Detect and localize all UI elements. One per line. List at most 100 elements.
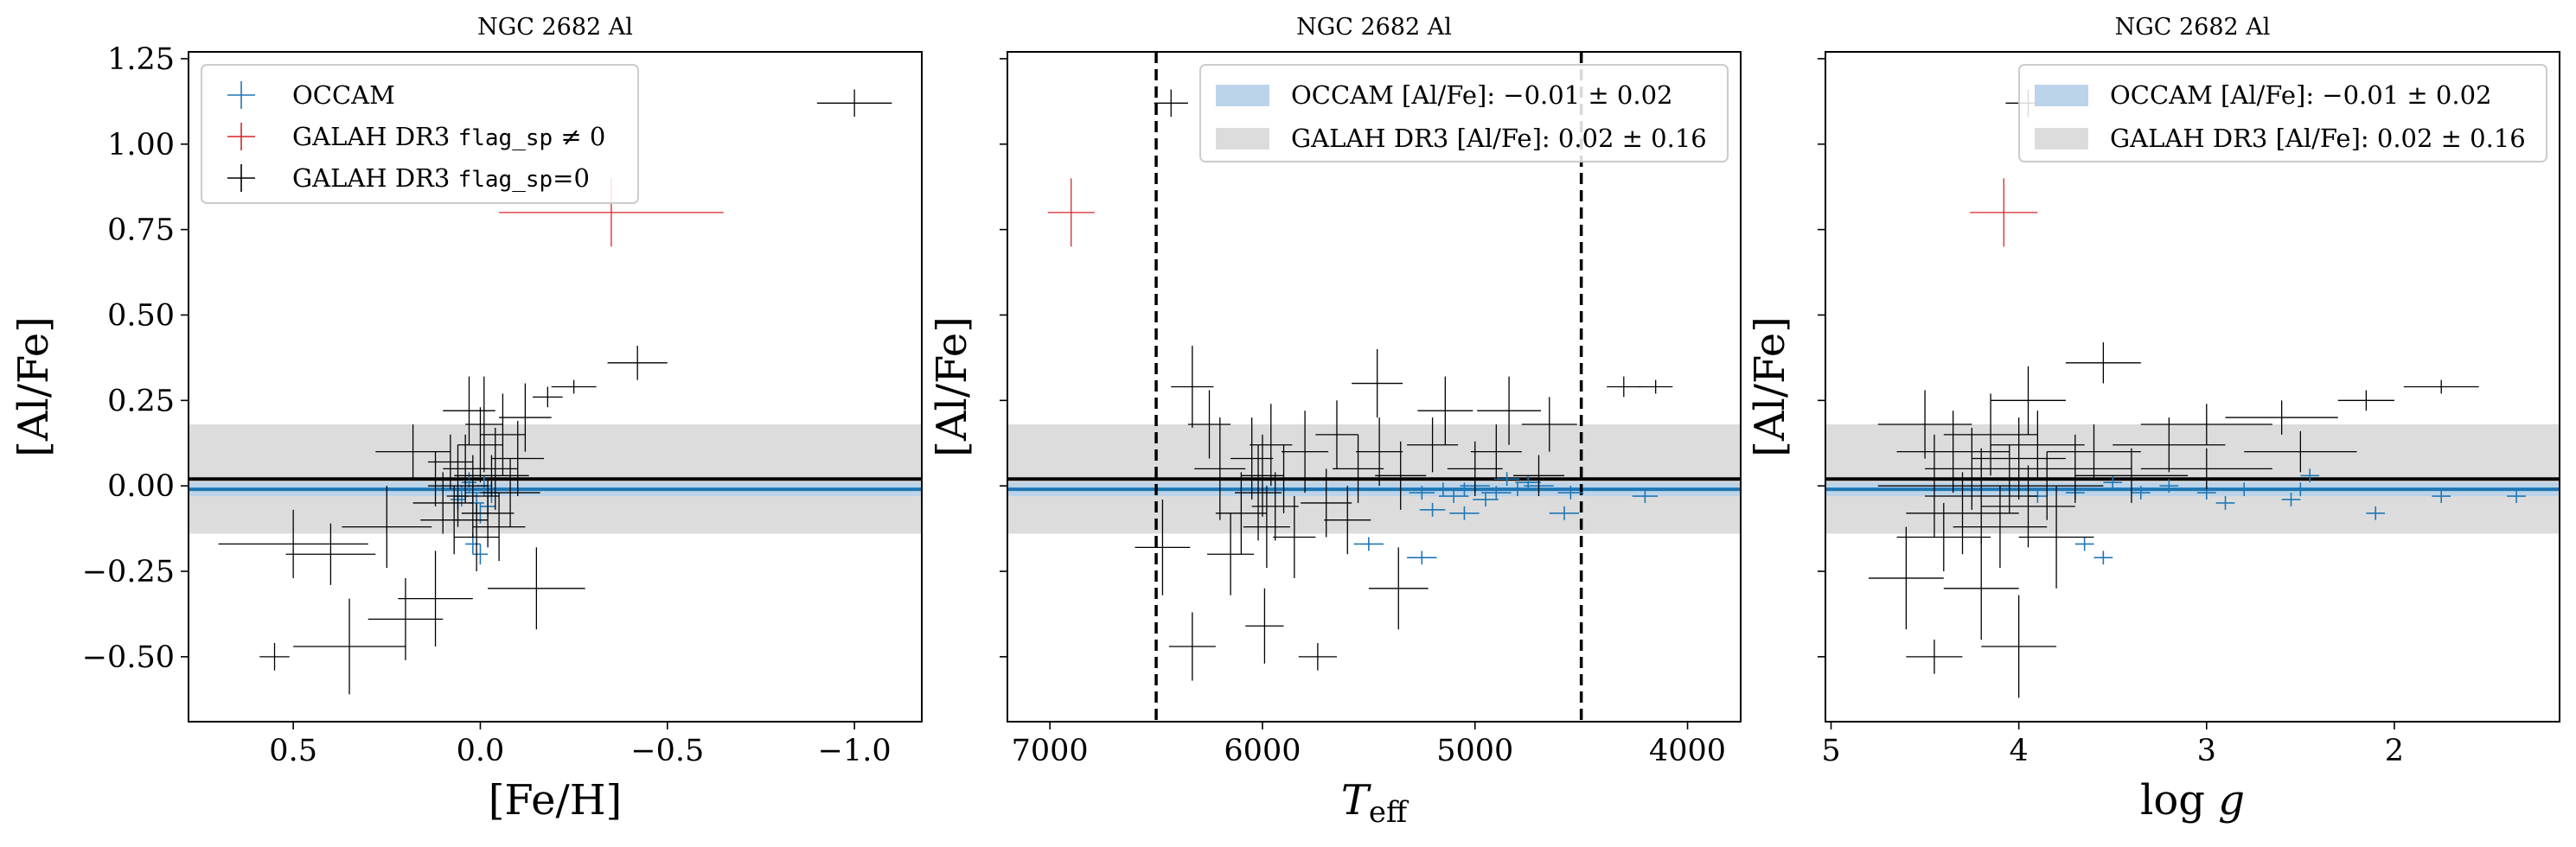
data-point [1298,643,1337,671]
x-tick-label: −0.5 [630,734,704,768]
data-point [1438,489,1469,503]
data-point [398,551,473,647]
data-point [2159,479,2179,494]
data-point [1333,434,1384,503]
data-point [1407,417,1459,473]
x-axis-label: log g [2140,776,2245,825]
legend-label: OCCAM [292,80,395,110]
data-point [488,547,585,630]
data-point [1171,346,1214,428]
x-tick-label: 2 [2385,734,2404,768]
legend-label: OCCAM [Al/Fe]: −0.01 ± 0.02 [2110,80,2492,110]
legend-label: OCCAM [Al/Fe]: −0.01 ± 0.02 [1291,80,1673,110]
data-point [551,379,597,394]
y-tick-label: −0.25 [82,555,175,589]
x-tick-label: 3 [2197,734,2216,768]
legend-label: GALAH DR3 [Al/Fe]: 0.02 ± 0.16 [2110,124,2526,153]
plot-area [189,89,922,695]
y-tick-label: 0.00 [107,469,175,504]
data-point [1502,482,1533,497]
data-point [1493,472,1520,487]
data-point [1557,486,1584,500]
data-point [2018,486,2094,589]
panel-title: NGC 2682 Al [1296,14,1452,41]
legend-label: GALAH DR3 flag_sp=0 [292,163,590,193]
legend-patch-icon [2035,85,2088,106]
legend-marker-icon [227,164,255,192]
data-point [491,421,545,497]
data-point [2103,475,2123,490]
data-point [2225,400,2338,435]
legend-patch-icon [1216,85,1269,106]
data-point [1407,551,1437,565]
y-axis-label: [Al/Fe] [1746,316,1794,457]
data-point [218,509,368,578]
y-tick-label: 1.25 [107,42,175,77]
legend-frame [201,64,639,204]
legend-patch-icon [2035,128,2088,150]
data-point [472,544,489,565]
data-point [1258,444,1310,513]
data-point [2074,448,2189,503]
data-point [1230,417,1274,500]
data-point [293,598,406,695]
panel-3: 5 4 3 2 NGC 2682 Al log g [Al/Fe] OCCAM [Al/Fe]… [1746,14,2560,825]
legend-label: GALAH DR3 [Al/Fe]: 0.02 ± 0.16 [1291,124,1707,153]
data-point [2300,468,2320,483]
data-point [2093,551,2113,565]
data-point [1207,513,1255,595]
data-point [1301,468,1352,538]
data-point [2403,379,2479,394]
data-point [2507,489,2526,503]
data-point [2215,496,2235,510]
data-point [1481,486,1512,500]
x-axis-label: [Fe/H] [489,776,623,825]
data-point [2337,390,2394,411]
panel-title: NGC 2682 Al [477,14,633,41]
y-tick-label: 0.25 [107,384,175,418]
data-point [375,424,451,480]
axes-frame [188,51,923,723]
data-point [1549,506,1580,520]
data-point [259,643,290,671]
data-point [1991,451,2104,520]
data-point [1447,441,1503,497]
data-point [2432,489,2451,503]
data-point [1473,493,1499,506]
data-point [2234,482,2254,497]
data-point [1368,547,1429,630]
data-point [2047,424,2141,480]
data-point [1135,499,1191,595]
panel-title: NGC 2682 Al [2115,14,2271,41]
data-point [1906,640,1963,674]
data-point [1991,411,2085,480]
data-point [1449,506,1480,520]
x-tick-label: 0.0 [457,734,505,768]
data-point [2281,493,2301,506]
data-point [1632,489,1659,503]
data-point [533,386,563,408]
data-point [1877,390,1972,459]
x-tick-label: 5 [1821,734,1840,768]
data-point [1607,376,1641,398]
data-point [1512,455,1564,497]
data-point [1241,434,1284,517]
data-point [2366,506,2386,520]
plot-area [1825,89,2560,698]
legend-marker-icon [227,81,255,109]
data-point [607,346,668,380]
plot-area [1007,52,1741,722]
data-point [1868,526,1944,630]
legend-patch-icon [1216,128,1269,150]
data-point [2140,404,2272,445]
data-point [2065,342,2141,384]
data-point [1419,502,1446,517]
data-point [1187,390,1231,459]
data-point [1953,486,2048,569]
data-point [1251,472,1299,541]
data-point [2018,434,2132,503]
data-point [1245,588,1284,664]
data-point [443,376,495,445]
data-point [1896,502,1991,572]
